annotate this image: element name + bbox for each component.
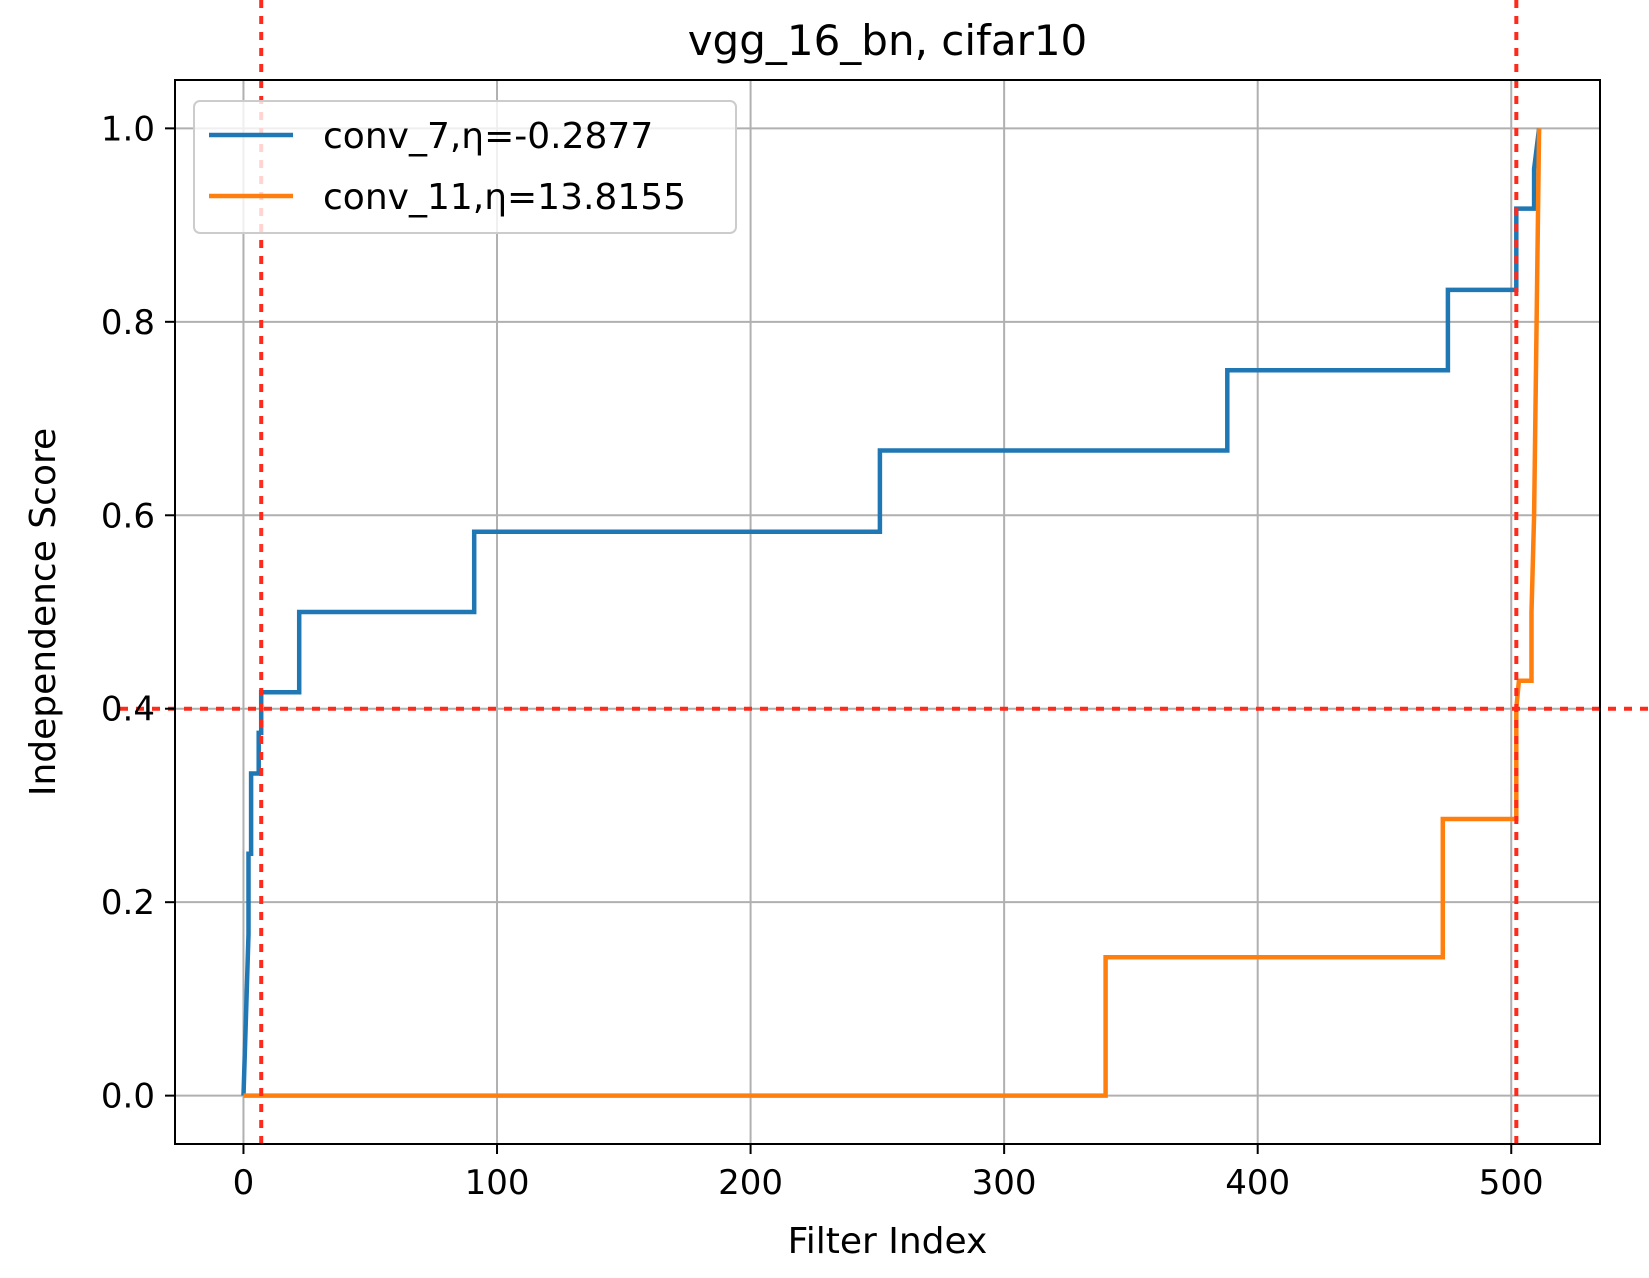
y-tick-label: 0.0 [101, 1077, 155, 1117]
series-line-1 [241, 128, 1542, 1096]
x-tick-label: 200 [718, 1163, 783, 1203]
y-axis-label: Independence Score [23, 428, 64, 796]
y-tick-label: 1.0 [101, 109, 155, 149]
x-tick-label: 500 [1479, 1163, 1544, 1203]
y-tick-label: 0.4 [101, 690, 155, 730]
threshold-lines [120, 0, 1649, 1144]
ticks: 0 100 200 300 400 500 0.0 0.2 0.4 0.6 0.8 1.0 [101, 109, 1544, 1203]
chart-title: vgg_16_bn, cifar10 [688, 16, 1088, 65]
x-tick-label: 100 [465, 1163, 530, 1203]
y-tick-label: 0.2 [101, 883, 155, 923]
x-tick-label: 300 [972, 1163, 1037, 1203]
y-tick-label: 0.8 [101, 303, 155, 343]
legend-box [193, 100, 737, 234]
legend-label-1: conv_7,η=-0.2877 [323, 116, 653, 157]
x-tick-label: 400 [1225, 1163, 1290, 1203]
x-axis-label: Filter Index [788, 1221, 988, 1262]
plot-frame [174, 79, 1601, 1145]
legend-label-2: conv_11,η=13.8155 [323, 177, 686, 218]
y-tick-label: 0.6 [101, 496, 155, 536]
legend: conv_7,η=-0.2877 conv_11,η=13.8155 [193, 100, 737, 234]
x-tick-label: 0 [233, 1163, 255, 1203]
